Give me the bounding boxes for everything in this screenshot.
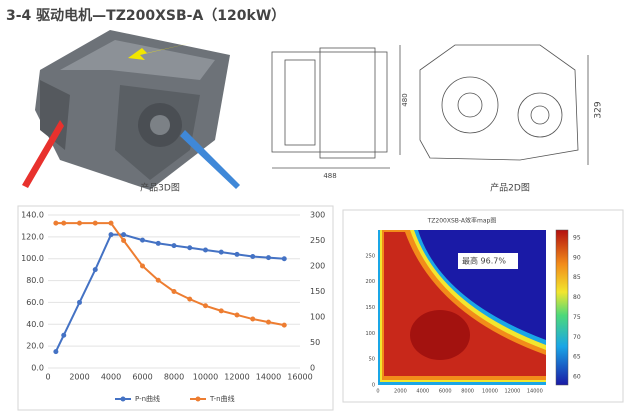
series-line xyxy=(54,233,285,353)
caption-2d: 产品2D图 xyxy=(490,182,530,194)
x-tick-label: 2000 xyxy=(69,373,89,382)
y-tick-label: 140.0 xyxy=(21,211,44,220)
y-tick-label: 20.0 xyxy=(26,342,44,351)
point xyxy=(234,251,240,257)
point xyxy=(77,220,82,226)
x-tick-label: 14000 xyxy=(527,389,543,395)
dimension: 329 xyxy=(594,101,604,118)
point xyxy=(281,322,287,328)
x-tick-label: 2000 xyxy=(394,389,407,395)
point xyxy=(108,220,114,226)
point xyxy=(266,255,271,261)
point xyxy=(61,332,67,338)
point xyxy=(250,254,256,260)
colorbar-tick-label: 65 xyxy=(573,354,581,361)
point xyxy=(92,220,98,226)
y2-tick-label: 300 xyxy=(310,211,325,220)
colorbar xyxy=(555,229,569,386)
legend-label: P-n曲线 xyxy=(135,394,160,403)
colorbar-tick-label: 85 xyxy=(573,274,581,281)
y-tick-label: 250 xyxy=(365,253,375,259)
x-tick-label: 0 xyxy=(376,389,379,395)
point xyxy=(155,240,161,246)
x-tick-label: 6000 xyxy=(439,389,452,395)
y-tick-label: 150 xyxy=(365,305,375,311)
line-chart-panel xyxy=(17,205,334,411)
legend-label: T-n曲线 xyxy=(209,394,235,403)
dimension: 480 xyxy=(401,93,409,106)
y-tick-label: 40.0 xyxy=(26,320,44,329)
point xyxy=(250,316,256,322)
point xyxy=(140,237,145,243)
y-tick-label: 100 xyxy=(365,331,375,337)
colorbar-tick-label: 70 xyxy=(573,334,581,341)
page-title: 3-4 驱动电机—TZ200XSB-A（120kW） xyxy=(6,7,285,24)
y-tick-label: 50 xyxy=(369,357,375,363)
point xyxy=(155,277,161,283)
map-annotation: 最高 96.7% xyxy=(462,256,506,266)
y-tick-label: 0 xyxy=(372,383,375,389)
point xyxy=(203,303,208,309)
point xyxy=(121,232,127,238)
y2-tick-label: 0 xyxy=(310,364,315,373)
x-tick-label: 8000 xyxy=(164,373,184,382)
y-tick-label: 200 xyxy=(365,279,375,285)
motor-2d xyxy=(271,44,589,169)
point xyxy=(140,263,145,269)
point xyxy=(121,238,127,243)
legend-swatch xyxy=(120,396,126,402)
colorbar-tick-label: 80 xyxy=(573,294,581,301)
point xyxy=(187,296,193,302)
y-tick-label: 100.0 xyxy=(21,254,44,263)
x-tick-label: 10000 xyxy=(482,389,498,395)
point xyxy=(171,289,177,294)
point xyxy=(61,220,67,226)
x-tick-label: 4000 xyxy=(101,373,121,382)
point xyxy=(218,308,224,314)
colorbar-tick-label: 90 xyxy=(573,254,581,261)
colorbar-tick-label: 75 xyxy=(573,314,581,321)
point xyxy=(203,247,208,253)
y2-tick-label: 50 xyxy=(310,338,320,347)
x-tick-label: 16000 xyxy=(287,373,312,382)
x-tick-label: 8000 xyxy=(461,389,474,395)
y-tick-label: 120.0 xyxy=(21,232,44,241)
point xyxy=(92,267,98,273)
x-tick-label: 10000 xyxy=(193,373,218,382)
point xyxy=(171,243,177,249)
point xyxy=(281,256,287,262)
x-tick-label: 0 xyxy=(45,373,50,382)
point xyxy=(53,349,59,355)
legend-swatch xyxy=(195,396,201,402)
point xyxy=(187,245,193,251)
x-tick-label: 6000 xyxy=(132,373,152,382)
motor-3d xyxy=(22,30,240,190)
point xyxy=(53,220,59,226)
map-title: TZ200XSB-A效率map图 xyxy=(427,217,497,225)
y2-tick-label: 100 xyxy=(310,313,325,322)
colorbar-tick-label: 60 xyxy=(573,374,581,381)
y-tick-label: 0.0 xyxy=(31,364,44,373)
point xyxy=(77,299,82,305)
y-tick-label: 60.0 xyxy=(26,298,44,307)
point xyxy=(218,249,224,255)
x-tick-label: 12000 xyxy=(224,373,249,382)
efficiency-map xyxy=(378,230,546,385)
series-line xyxy=(55,222,285,327)
point xyxy=(234,312,240,318)
x-tick-label: 14000 xyxy=(256,373,281,382)
x-tick-label: 4000 xyxy=(416,389,429,395)
y2-tick-label: 150 xyxy=(310,287,325,296)
y-tick-label: 80.0 xyxy=(26,276,44,285)
y2-tick-label: 250 xyxy=(310,236,325,245)
colorbar-tick-label: 95 xyxy=(573,234,581,241)
caption-3d: 产品3D图 xyxy=(140,182,180,194)
x-tick-label: 12000 xyxy=(504,389,520,395)
y2-tick-label: 200 xyxy=(310,262,325,271)
point xyxy=(108,232,114,238)
dimension: 488 xyxy=(323,172,336,180)
point xyxy=(266,319,271,325)
